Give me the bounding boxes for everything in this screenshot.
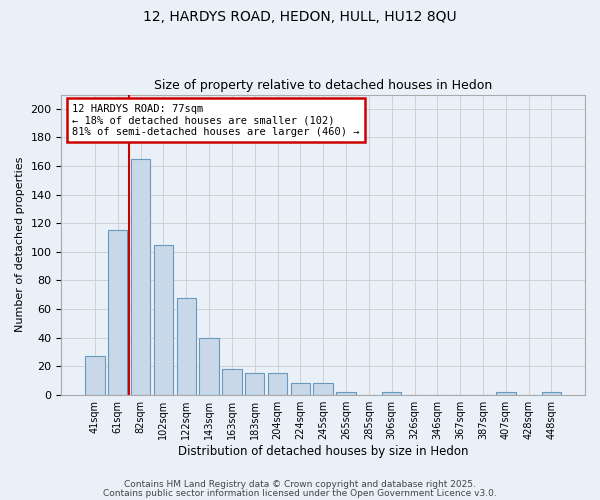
Title: Size of property relative to detached houses in Hedon: Size of property relative to detached ho… — [154, 79, 493, 92]
Bar — [176, 298, 196, 394]
Text: Contains HM Land Registry data © Crown copyright and database right 2025.: Contains HM Land Registry data © Crown c… — [124, 480, 476, 489]
Text: 12 HARDYS ROAD: 77sqm
← 18% of detached houses are smaller (102)
81% of semi-det: 12 HARDYS ROAD: 77sqm ← 18% of detached … — [72, 104, 359, 137]
Bar — [542, 392, 561, 394]
Text: 12, HARDYS ROAD, HEDON, HULL, HU12 8QU: 12, HARDYS ROAD, HEDON, HULL, HU12 8QU — [143, 10, 457, 24]
Bar — [131, 159, 150, 394]
Bar — [108, 230, 127, 394]
Text: Contains public sector information licensed under the Open Government Licence v3: Contains public sector information licen… — [103, 488, 497, 498]
Bar — [382, 392, 401, 394]
Bar — [496, 392, 515, 394]
X-axis label: Distribution of detached houses by size in Hedon: Distribution of detached houses by size … — [178, 444, 469, 458]
Bar — [337, 392, 356, 394]
Bar — [222, 369, 242, 394]
Bar — [245, 374, 265, 394]
Bar — [154, 244, 173, 394]
Bar — [85, 356, 104, 395]
Bar — [268, 374, 287, 394]
Bar — [199, 338, 219, 394]
Y-axis label: Number of detached properties: Number of detached properties — [15, 157, 25, 332]
Bar — [313, 384, 333, 394]
Bar — [290, 384, 310, 394]
